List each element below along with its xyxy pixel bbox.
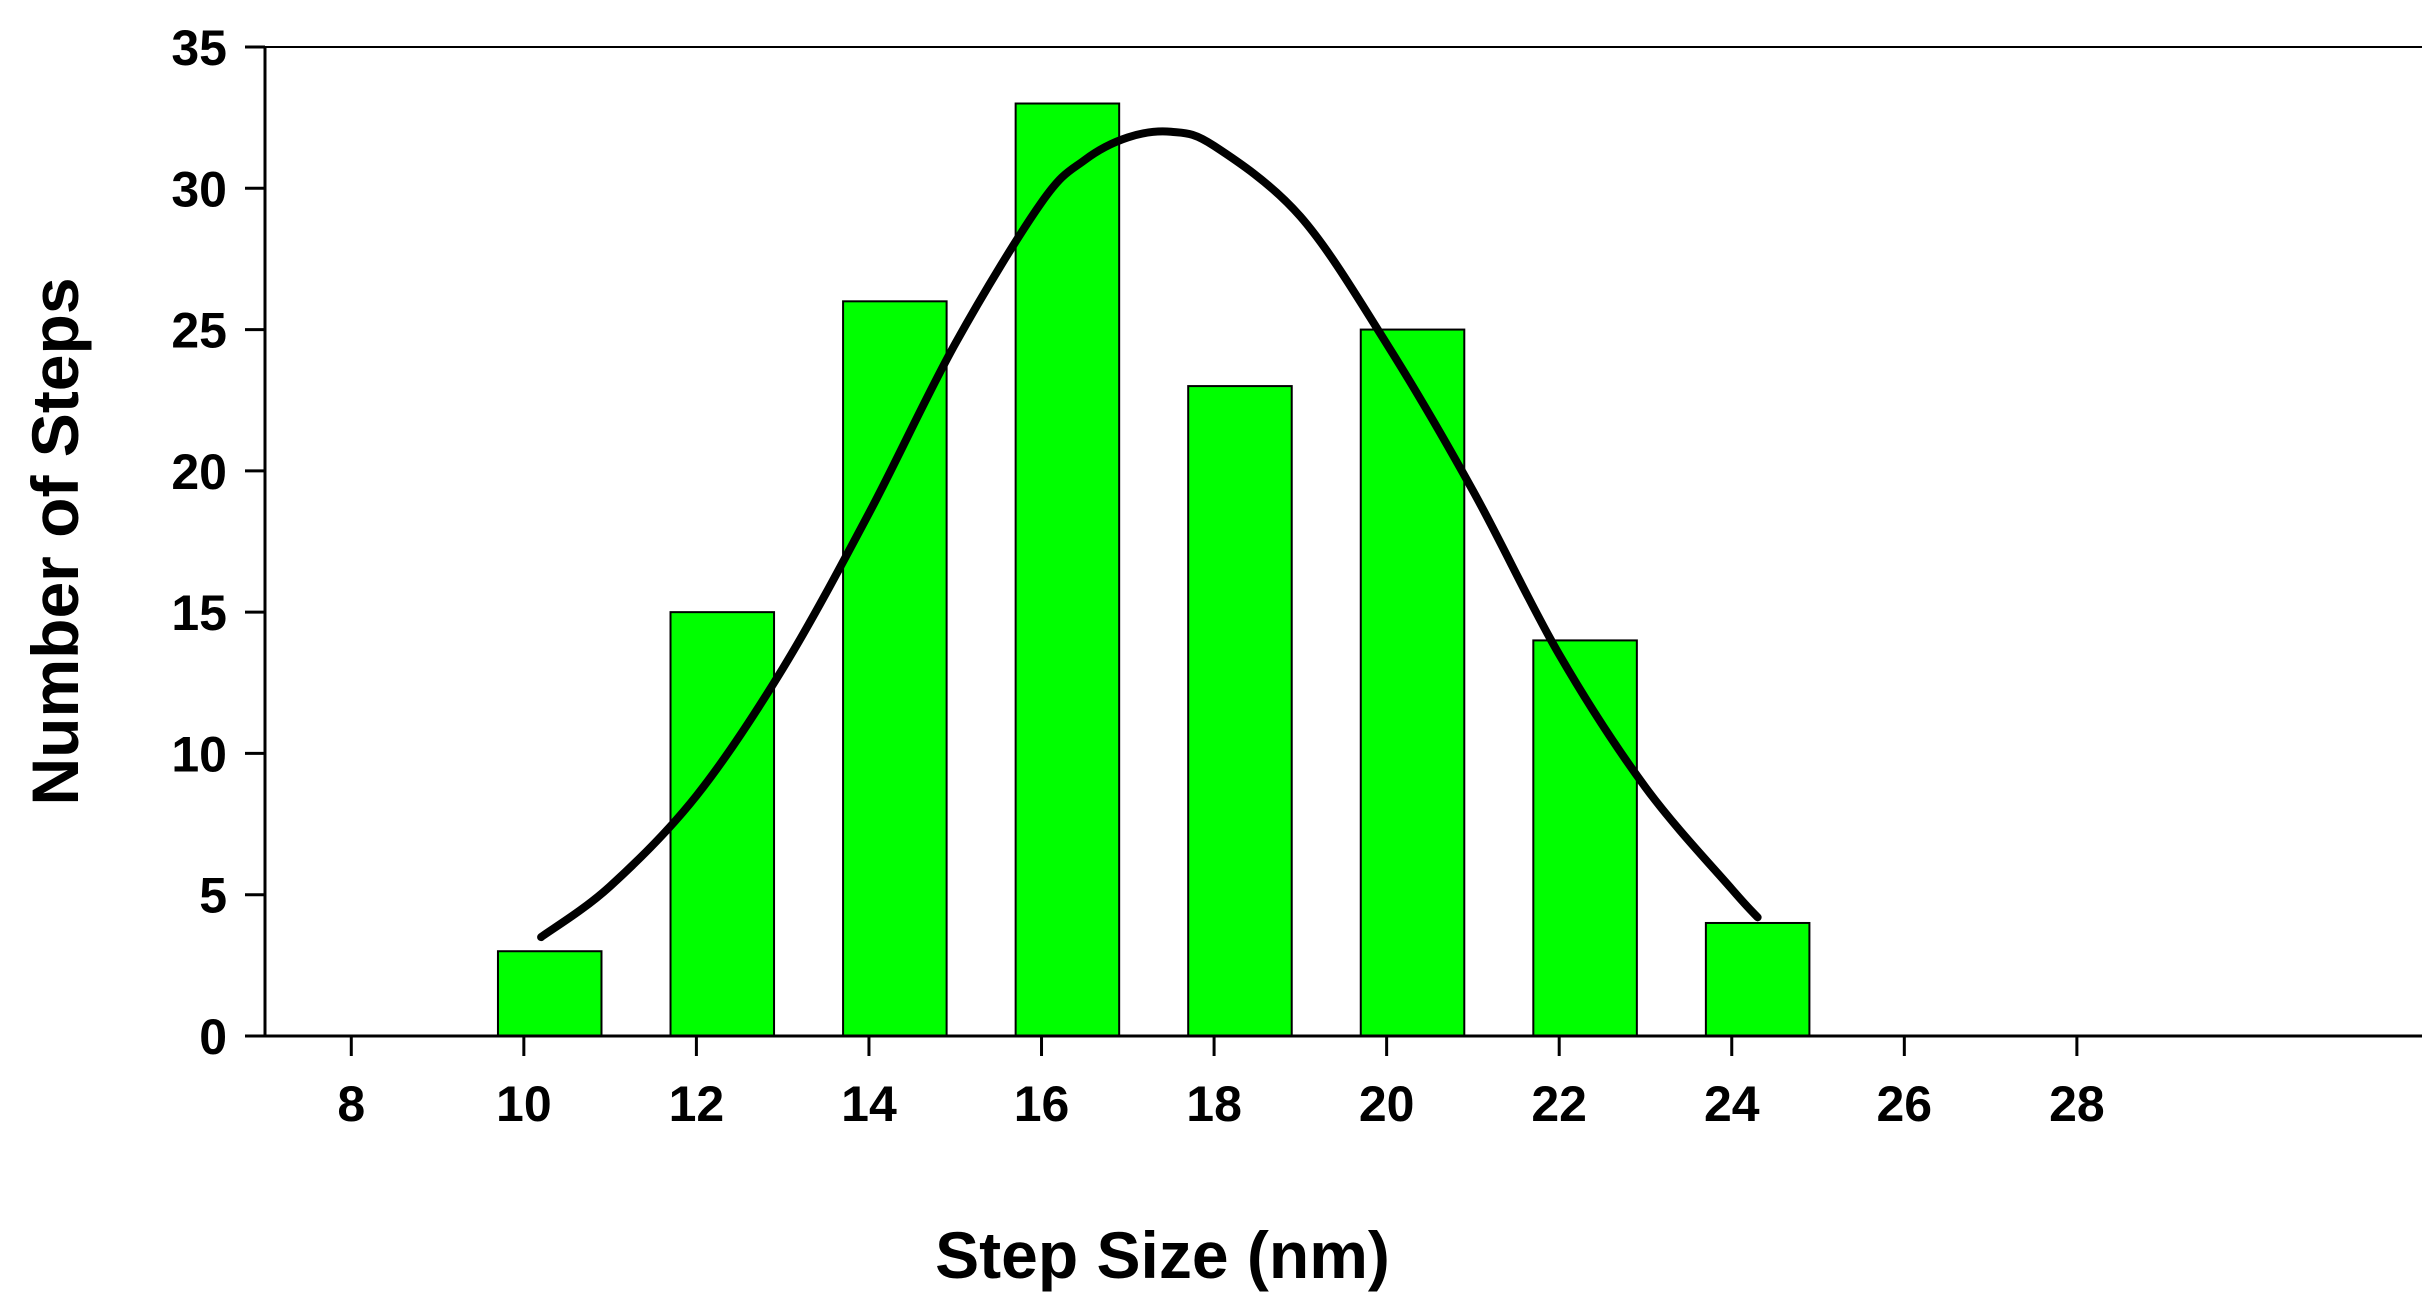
bar xyxy=(1532,639,1638,1038)
bar xyxy=(1704,921,1811,1038)
y-axis-title: Number of Steps xyxy=(18,277,92,805)
y-tick-label: 20 xyxy=(171,444,227,500)
x-axis-title: Step Size (nm) xyxy=(935,1218,1390,1292)
y-tick-label: 5 xyxy=(199,868,227,924)
y-tick-label: 15 xyxy=(171,585,227,641)
x-tick-label: 24 xyxy=(1704,1076,1760,1132)
gaussian-fit-line xyxy=(537,127,1762,942)
axes-group xyxy=(263,46,2422,1038)
bar xyxy=(496,950,603,1038)
y-tick-label: 0 xyxy=(199,1009,227,1065)
fit-curve-group xyxy=(537,127,1762,942)
bar xyxy=(1014,102,1121,1037)
x-tick-label: 12 xyxy=(669,1076,725,1132)
bars-group xyxy=(496,102,1811,1038)
y-tick-label: 30 xyxy=(171,161,227,217)
x-tick-label: 20 xyxy=(1359,1076,1415,1132)
x-tick-label: 14 xyxy=(841,1076,897,1132)
y-tick-label: 10 xyxy=(171,726,227,782)
x-tick-label: 16 xyxy=(1014,1076,1070,1132)
x-tick-label: 22 xyxy=(1531,1076,1587,1132)
x-tick-label: 26 xyxy=(1877,1076,1933,1132)
y-tick-label: 35 xyxy=(171,20,227,76)
x-tick-label: 8 xyxy=(337,1076,365,1132)
x-tick-label: 10 xyxy=(496,1076,552,1132)
bar xyxy=(842,300,948,1038)
bar xyxy=(1359,328,1466,1038)
y-tick-label: 25 xyxy=(171,303,227,359)
x-tick-label: 18 xyxy=(1186,1076,1242,1132)
ticks-group: 0 5 10 15 20 25 30 35 8 10 12 14 16 18 20 22 24 26 28 xyxy=(171,20,2104,1132)
bar xyxy=(669,611,776,1038)
bar xyxy=(1187,385,1293,1038)
x-tick-label: 28 xyxy=(2049,1076,2105,1132)
